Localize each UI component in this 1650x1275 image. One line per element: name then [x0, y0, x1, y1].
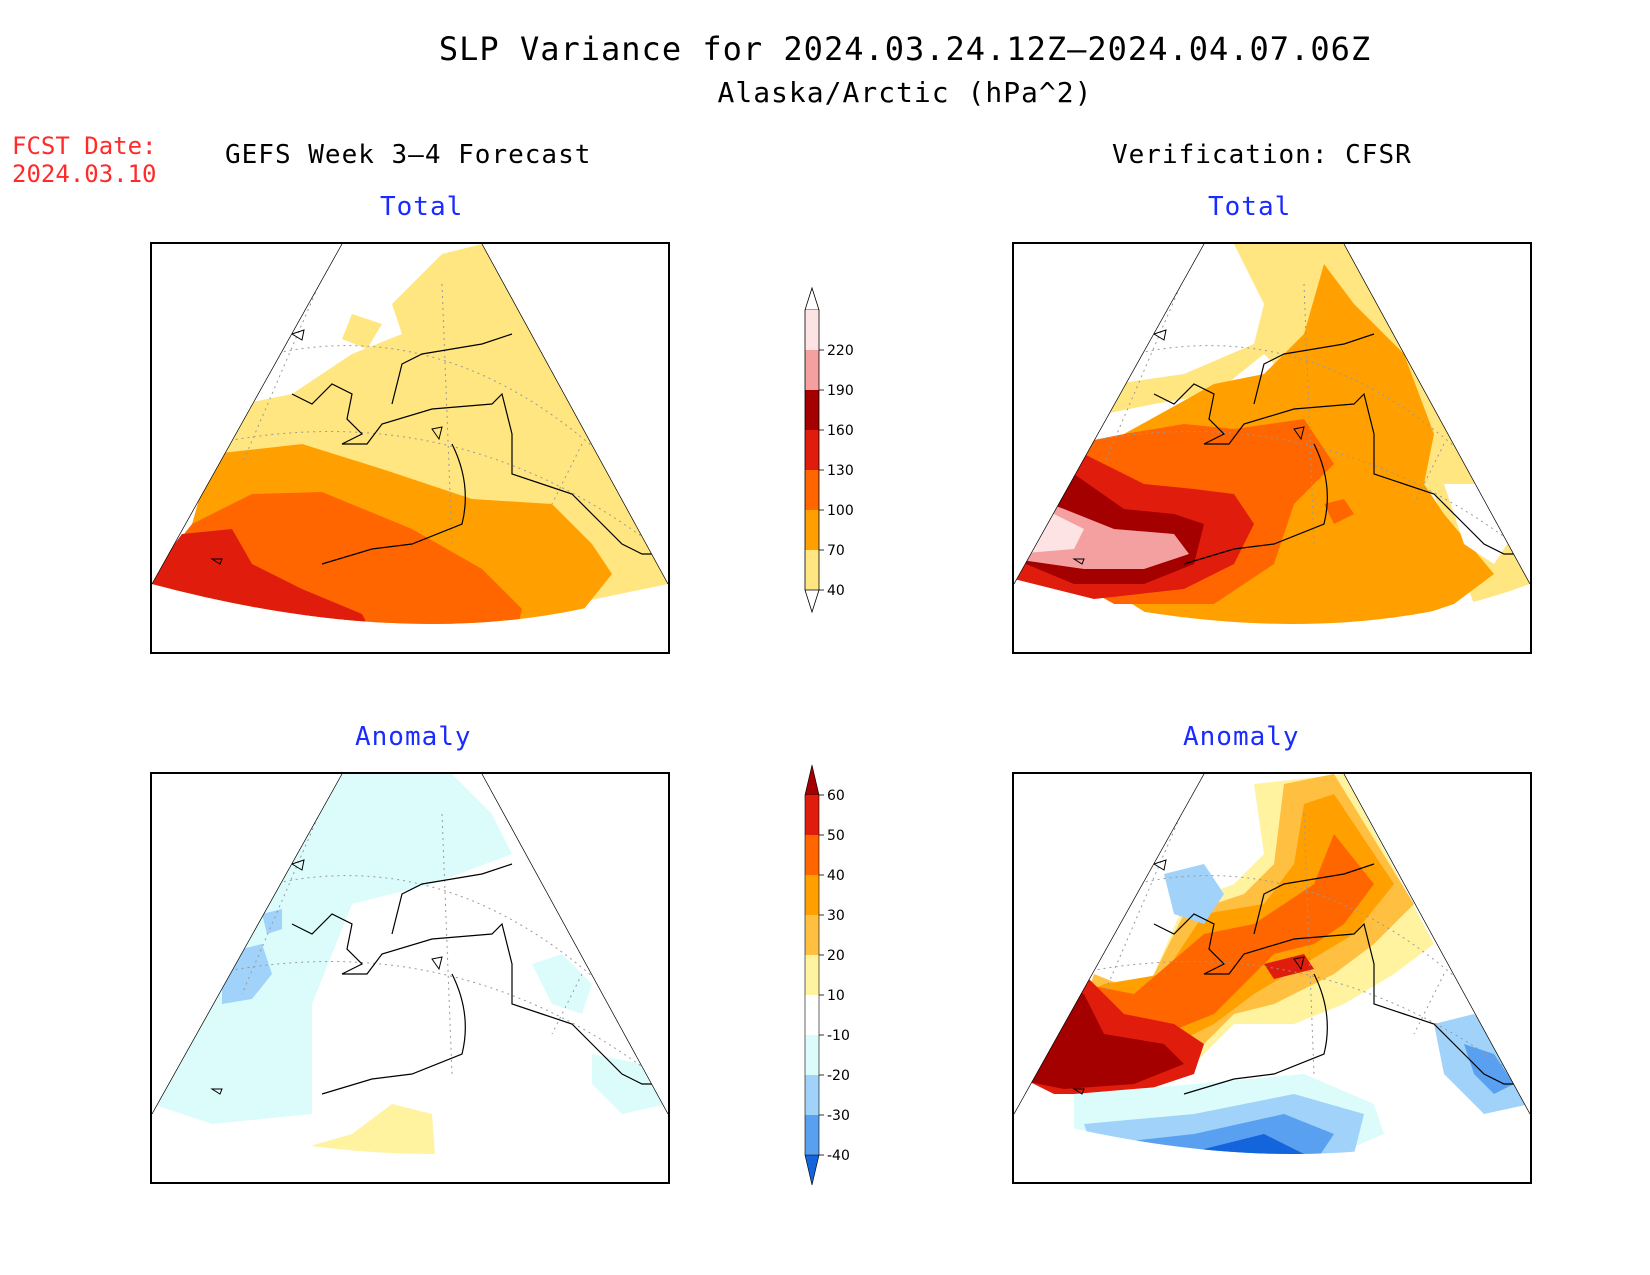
colorbar-swatch — [805, 470, 819, 510]
figure-subtitle: Alaska/Arctic (hPa^2) — [717, 76, 1093, 109]
dark-orange-spot — [1324, 499, 1354, 524]
colorbar-tick-label: 160 — [827, 423, 854, 439]
colorbar-bottom-arrow — [804, 1154, 820, 1186]
coastline — [1153, 863, 1530, 1095]
colorbar-tick-label: -10 — [827, 1028, 850, 1044]
colorbar-swatch — [805, 510, 819, 550]
colorbar-swatch — [805, 390, 819, 430]
cfsr-total-map — [1012, 242, 1532, 654]
island-outline — [210, 329, 443, 565]
colorbar-tick-label: 220 — [827, 343, 854, 359]
total-colorbar: 220 190 160 130 100 70 40 — [804, 286, 854, 614]
figure-title: SLP Variance for 2024.03.24.12Z–2024.04.… — [438, 30, 1372, 68]
colorbar-tick-label: 190 — [827, 383, 854, 399]
grid-lines — [1073, 783, 1515, 1075]
colorbar-swatch — [805, 1075, 819, 1115]
red-spot — [1264, 954, 1314, 979]
light-cyan-region — [152, 774, 512, 1124]
colorbar-swatch — [805, 1035, 819, 1075]
island-outline — [210, 859, 443, 1095]
colorbar-tick-label: 50 — [827, 828, 845, 844]
colorbar-swatch — [805, 795, 819, 835]
colorbar-tick-label: -30 — [827, 1108, 850, 1124]
right-column-header: Verification: CFSR — [1112, 140, 1412, 170]
cfsr-anomaly-map — [1012, 772, 1532, 1184]
gefs-total-map — [150, 242, 670, 654]
grid-lines — [211, 253, 653, 545]
colorbar-swatch — [805, 875, 819, 915]
bottom-right-panel-label: Anomaly — [1183, 722, 1300, 752]
deep-blue-region — [1114, 1134, 1304, 1154]
colorbar-tick-label: -20 — [827, 1068, 850, 1084]
grid-lines — [211, 783, 653, 1075]
colorbar-tick-label: 30 — [827, 908, 845, 924]
colorbar-swatch — [805, 915, 819, 955]
colorbar-swatch — [805, 1115, 819, 1155]
yellow-region-2 — [342, 314, 382, 349]
light-cyan-region-2 — [532, 954, 592, 1014]
fan-outline — [152, 774, 668, 1115]
forecast-date-label: FCST Date: — [12, 132, 157, 160]
island-outline — [1072, 859, 1305, 1095]
colorbar-swatch — [805, 430, 819, 470]
colorbar-tick-label: 10 — [827, 988, 845, 1004]
light-blue-region-north — [1164, 864, 1224, 924]
forecast-date-value: 2024.03.10 — [12, 160, 157, 188]
colorbar-swatch — [805, 350, 819, 390]
colorbar-swatch — [805, 550, 819, 590]
colorbar-swatch — [805, 995, 819, 1035]
colorbar-bottom-arrow — [804, 589, 820, 614]
colorbar-swatch — [805, 955, 819, 995]
colorbar-tick-label: 100 — [827, 503, 854, 519]
light-yellow-region — [282, 1104, 437, 1154]
dark-orange-region — [1084, 834, 1374, 1034]
colorbar-tick-label: 20 — [827, 948, 845, 964]
left-column-header: GEFS Week 3–4 Forecast — [225, 140, 592, 170]
top-left-panel-label: Total — [380, 192, 464, 222]
colorbar-tick-label: -40 — [827, 1148, 850, 1164]
coastline — [1153, 333, 1530, 565]
gefs-anomaly-map — [150, 772, 670, 1184]
bottom-left-panel-label: Anomaly — [355, 722, 472, 752]
grid-lines — [1073, 253, 1515, 545]
colorbar-tick-label: 60 — [827, 788, 845, 804]
colorbar-tick-label: 40 — [827, 868, 845, 884]
fan-outline — [1014, 244, 1530, 585]
colorbar-swatch — [805, 310, 819, 350]
white-spot — [1444, 484, 1514, 564]
colorbar-tick-label: 70 — [827, 543, 845, 559]
fan-outline — [1014, 774, 1530, 1115]
fan-outline — [152, 244, 668, 585]
colorbar-top-arrow — [804, 286, 820, 311]
mid-blue-region-east — [1464, 1044, 1514, 1094]
light-blue-region-2 — [262, 909, 282, 934]
colorbar-top-arrow — [804, 764, 820, 796]
colorbar-tick-label: 130 — [827, 463, 854, 479]
coastline — [291, 863, 668, 1095]
light-cyan-region-3 — [592, 1054, 668, 1114]
anomaly-colorbar: 60 50 40 30 20 10 -10 -20 -30 -40 — [804, 764, 850, 1186]
colorbar-swatch — [805, 835, 819, 875]
coastline — [291, 333, 668, 565]
top-right-panel-label: Total — [1208, 192, 1292, 222]
colorbar-tick-label: 40 — [827, 583, 845, 599]
island-outline — [1072, 329, 1305, 565]
